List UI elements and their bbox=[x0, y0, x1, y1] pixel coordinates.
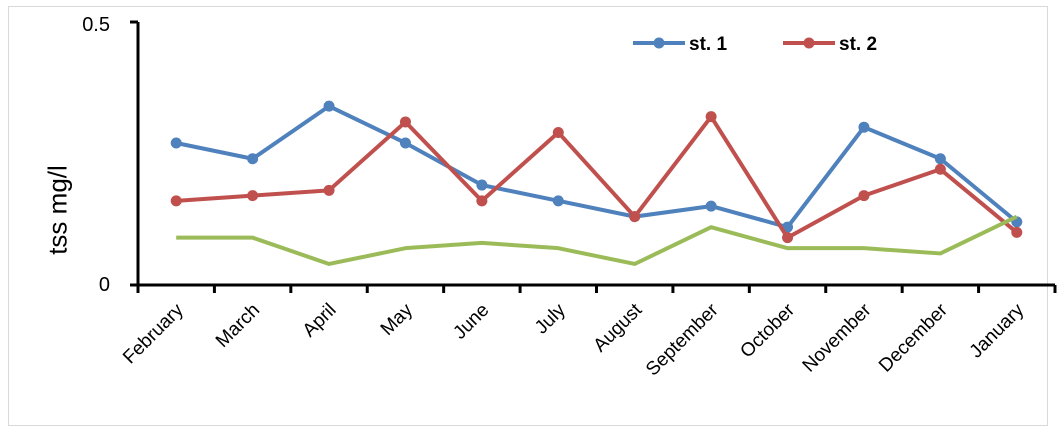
series-1-point bbox=[706, 201, 717, 212]
x-tick-label: February bbox=[119, 299, 188, 368]
series-2-point bbox=[171, 195, 182, 206]
legend-swatch-marker bbox=[804, 38, 815, 49]
x-tick-label: August bbox=[590, 299, 647, 356]
legend-swatch-marker bbox=[654, 38, 665, 49]
series-line-3 bbox=[176, 217, 1017, 264]
series-line-2 bbox=[176, 117, 1017, 238]
x-tick-label: September bbox=[642, 299, 723, 380]
series-2-point bbox=[476, 195, 487, 206]
x-tick-label: January bbox=[966, 299, 1029, 362]
series-2-point bbox=[706, 111, 717, 122]
x-tick-label: July bbox=[531, 299, 570, 338]
series-1-point bbox=[476, 180, 487, 191]
series-2-point bbox=[400, 116, 411, 127]
x-tick-label: December bbox=[875, 299, 952, 376]
x-tick-label: April bbox=[299, 300, 341, 342]
series-lines bbox=[171, 101, 1023, 264]
series-1-point bbox=[858, 122, 869, 133]
x-tick-label: June bbox=[449, 300, 493, 344]
series-line-1 bbox=[176, 106, 1017, 227]
series-1-point bbox=[553, 195, 564, 206]
series-2-point bbox=[935, 164, 946, 175]
x-axis-ticks: February March April May June July AugustSepte… bbox=[119, 285, 1055, 380]
legend-label: st. 1 bbox=[689, 34, 727, 55]
series-2-point bbox=[324, 185, 335, 196]
x-tick-label: March bbox=[212, 300, 264, 352]
series-1-point bbox=[324, 101, 335, 112]
series-2-point bbox=[1011, 227, 1022, 238]
legend: st. 1 st. 2 bbox=[633, 34, 877, 55]
series-1-point bbox=[935, 153, 946, 164]
series-1-point bbox=[247, 153, 258, 164]
x-tick-label: May bbox=[377, 299, 418, 340]
series-2-point bbox=[247, 190, 258, 201]
series-2-point bbox=[858, 190, 869, 201]
series-2-point bbox=[629, 211, 640, 222]
series-1-point bbox=[400, 137, 411, 148]
axes bbox=[130, 22, 1055, 285]
x-tick-label: October bbox=[736, 299, 799, 362]
series-2-point bbox=[553, 127, 564, 138]
series-2-point bbox=[782, 232, 793, 243]
legend-label: st. 2 bbox=[839, 34, 877, 55]
series-1-point bbox=[171, 137, 182, 148]
x-tick-label: November bbox=[799, 299, 876, 376]
